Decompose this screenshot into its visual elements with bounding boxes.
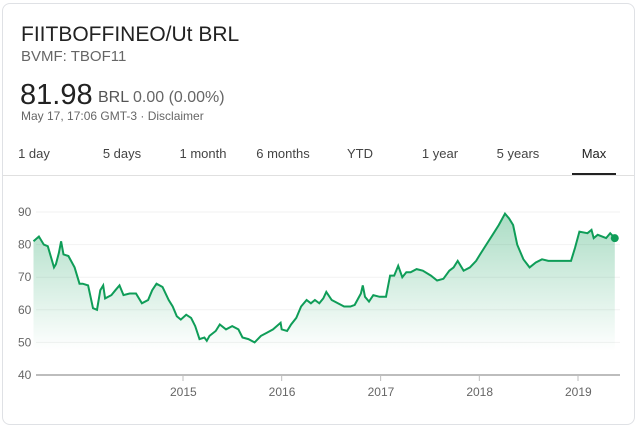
price-change: 0.00 (0.00%) (133, 89, 225, 106)
y-tick-label: 80 (18, 238, 32, 252)
price-area (33, 213, 615, 375)
x-tick-label: 2015 (170, 385, 197, 399)
tab-max[interactable]: Max (572, 142, 616, 175)
x-tick-label: 2016 (269, 385, 296, 399)
timestamp-disclaimer[interactable]: May 17, 17:06 GMT-3 · Disclaimer (21, 109, 204, 123)
tab-5-days[interactable]: 5 days (102, 146, 142, 161)
y-tick-label: 70 (18, 270, 32, 284)
tab-6-months[interactable]: 6 months (256, 146, 310, 161)
y-tick-label: 60 (18, 303, 32, 317)
y-tick-label: 50 (18, 335, 32, 349)
y-tick-label: 90 (18, 205, 32, 219)
currency: BRL (98, 89, 130, 106)
price-chart: 90 80 70 60 50 40 2015 2016 2017 2018 2019 (18, 205, 620, 399)
price-line (32, 211, 616, 344)
tab-1-day[interactable]: 1 day (18, 146, 50, 161)
tab-5-years[interactable]: 5 years (496, 146, 540, 161)
y-tick-label: 40 (18, 368, 32, 382)
tab-1-year[interactable]: 1 year (421, 146, 459, 161)
x-tick-label: 2018 (466, 385, 493, 399)
tab-1-month[interactable]: 1 month (179, 146, 227, 161)
tab-ytd[interactable]: YTD (347, 146, 373, 161)
x-tick-label: 2019 (565, 385, 592, 399)
last-price-dot (610, 234, 619, 243)
stock-title: FIITBOFFINEO/Ut BRL (21, 23, 240, 46)
current-price: 81.98 (20, 79, 93, 111)
range-tabs: 1 day 5 days 1 month 6 months YTD 1 year… (3, 142, 634, 176)
ticker-symbol: BVMF: TBOF11 (21, 48, 127, 65)
x-tick-label: 2017 (368, 385, 395, 399)
